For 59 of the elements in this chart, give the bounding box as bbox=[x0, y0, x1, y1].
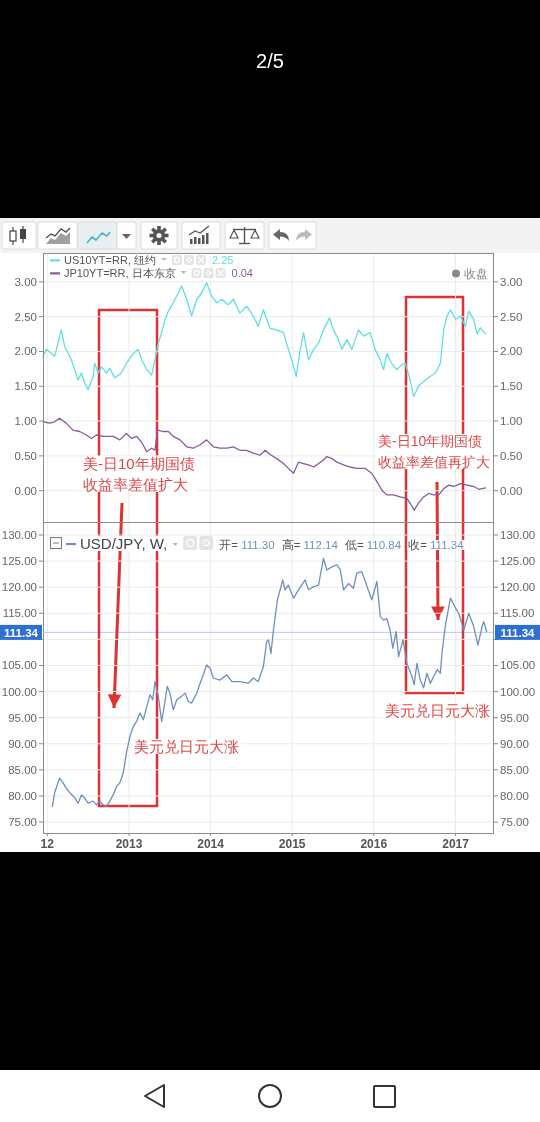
y2-tick-label: 3.00 bbox=[500, 275, 523, 288]
y2-tick-label: 100.00 bbox=[500, 685, 536, 698]
annotation: 美元兑日元大涨 bbox=[383, 702, 492, 719]
y-tick-label: 3.00 bbox=[14, 275, 37, 288]
annotation: 美-日10年期国债收益率差值扩大 bbox=[81, 455, 197, 493]
y2-tick-label: 120.00 bbox=[500, 581, 536, 594]
y-tick-label: 0.50 bbox=[14, 449, 37, 462]
y-tick-label: 115.00 bbox=[2, 607, 37, 620]
y2-tick-label: 105.00 bbox=[500, 659, 536, 672]
legend-label: USD/JPY, W, bbox=[80, 535, 168, 552]
y2-tick-label: 90.00 bbox=[500, 737, 529, 750]
x-tick-label: 2014 bbox=[197, 837, 225, 851]
y2-tick-label: 115.00 bbox=[500, 607, 535, 620]
y-tick-label: 100.00 bbox=[1, 685, 37, 698]
y2-tick-label: 2.50 bbox=[500, 310, 523, 323]
annotation: 2/5 bbox=[256, 50, 284, 72]
annotation: 收盘 bbox=[464, 267, 488, 281]
annotation: 2.25 bbox=[211, 254, 235, 266]
y-tick-label: 0.00 bbox=[14, 484, 37, 497]
y-tick-label: 2.50 bbox=[14, 310, 37, 323]
ref-line-label: 111.34 bbox=[4, 626, 39, 639]
y2-tick-label: 75.00 bbox=[500, 816, 529, 829]
annotation: 开= 111.30 bbox=[218, 539, 276, 551]
y2-tick-label: 1.50 bbox=[500, 380, 523, 393]
y2-tick-label: 80.00 bbox=[500, 789, 529, 802]
y2-tick-label: 2.00 bbox=[500, 345, 523, 358]
y-tick-label: 125.00 bbox=[1, 555, 37, 568]
annotation: 0.04 bbox=[230, 267, 254, 279]
annotation: 收盘 bbox=[452, 267, 488, 281]
y-tick-label: 95.00 bbox=[8, 711, 37, 724]
y2-tick-label: 130.00 bbox=[500, 529, 536, 541]
annotation: 低= 110.84 bbox=[343, 539, 403, 551]
y-tick-label: 130.00 bbox=[1, 529, 37, 541]
x-tick-label: 2013 bbox=[115, 837, 143, 851]
y2-tick-label: 0.00 bbox=[500, 484, 523, 497]
annotation: 美元兑日元大涨 bbox=[132, 738, 241, 755]
y-tick-label: 75.00 bbox=[8, 816, 37, 829]
x-tick-label: 2015 bbox=[278, 837, 306, 851]
y-tick-label: 85.00 bbox=[8, 763, 37, 776]
annotation: 高= 112.14 bbox=[280, 539, 340, 551]
y2-tick-label: 1.00 bbox=[500, 415, 523, 428]
x-tick-label: 12 bbox=[40, 837, 55, 851]
y-tick-label: 105.00 bbox=[1, 659, 37, 672]
y2-tick-label: 95.00 bbox=[500, 711, 529, 724]
annotation: 美-日10年期国债收益率差值再扩大 bbox=[376, 433, 492, 470]
y2-tick-label: 0.50 bbox=[500, 449, 523, 462]
legend-label: US10YT=RR, 纽约 bbox=[64, 254, 156, 266]
y-tick-label: 120.00 bbox=[1, 581, 37, 594]
y-tick-label: 90.00 bbox=[8, 737, 37, 750]
y-tick-label: 2.00 bbox=[14, 345, 37, 358]
y2-tick-label: 125.00 bbox=[500, 555, 536, 568]
y-tick-label: 80.00 bbox=[8, 789, 37, 802]
y-tick-label: 1.50 bbox=[14, 380, 37, 393]
legend-label: JP10YT=RR, 日本东京 bbox=[64, 267, 176, 279]
y2-tick-label: 85.00 bbox=[500, 763, 529, 776]
x-tick-label: 2017 bbox=[442, 837, 470, 851]
annotation: 收= 111.34 bbox=[407, 539, 466, 551]
y-tick-label: 1.00 bbox=[14, 415, 37, 428]
x-tick-label: 2016 bbox=[360, 837, 388, 851]
